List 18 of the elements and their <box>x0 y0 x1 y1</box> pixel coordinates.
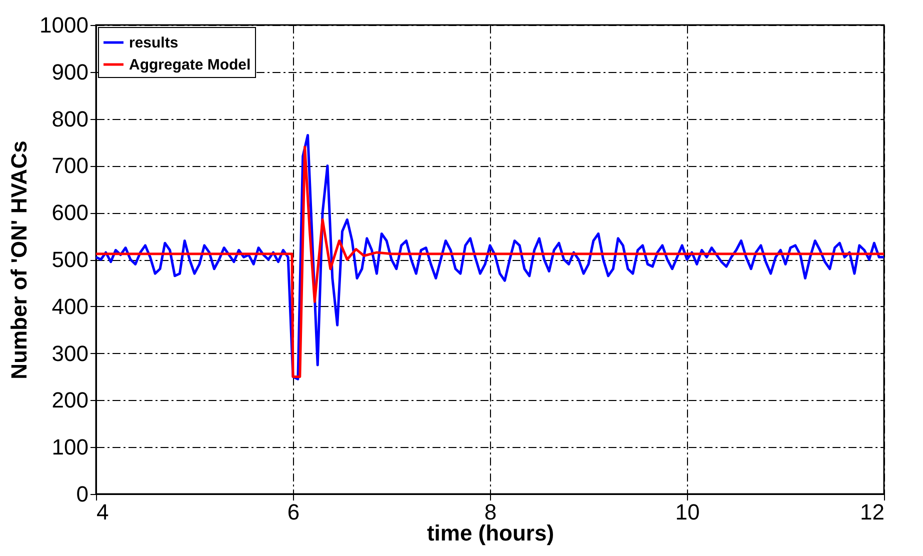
x-tick-label: 12 <box>860 500 884 524</box>
y-tick-label: 100 <box>52 434 88 460</box>
y-tick-label: 500 <box>52 247 88 272</box>
y-tick-label: 0 <box>76 482 88 506</box>
y-tick-label: 600 <box>52 200 88 226</box>
x-tick-label: 4 <box>96 500 109 524</box>
y-tick-label: 1000 <box>40 12 88 38</box>
legend-label: Aggregate Model <box>129 56 251 74</box>
x-tick-label: 10 <box>675 500 700 524</box>
legend-label: results <box>129 34 178 52</box>
y-tick-label: 300 <box>52 340 88 366</box>
y-tick-label: 800 <box>52 106 88 132</box>
y-tick-label: 400 <box>52 294 88 319</box>
y-tick-label: 200 <box>52 388 88 413</box>
y-tick-label: 700 <box>52 153 88 178</box>
y-tick-label: 900 <box>52 59 88 84</box>
y-axis-title: Number of 'ON' HVACs <box>6 140 32 380</box>
x-tick-label: 6 <box>287 500 300 524</box>
